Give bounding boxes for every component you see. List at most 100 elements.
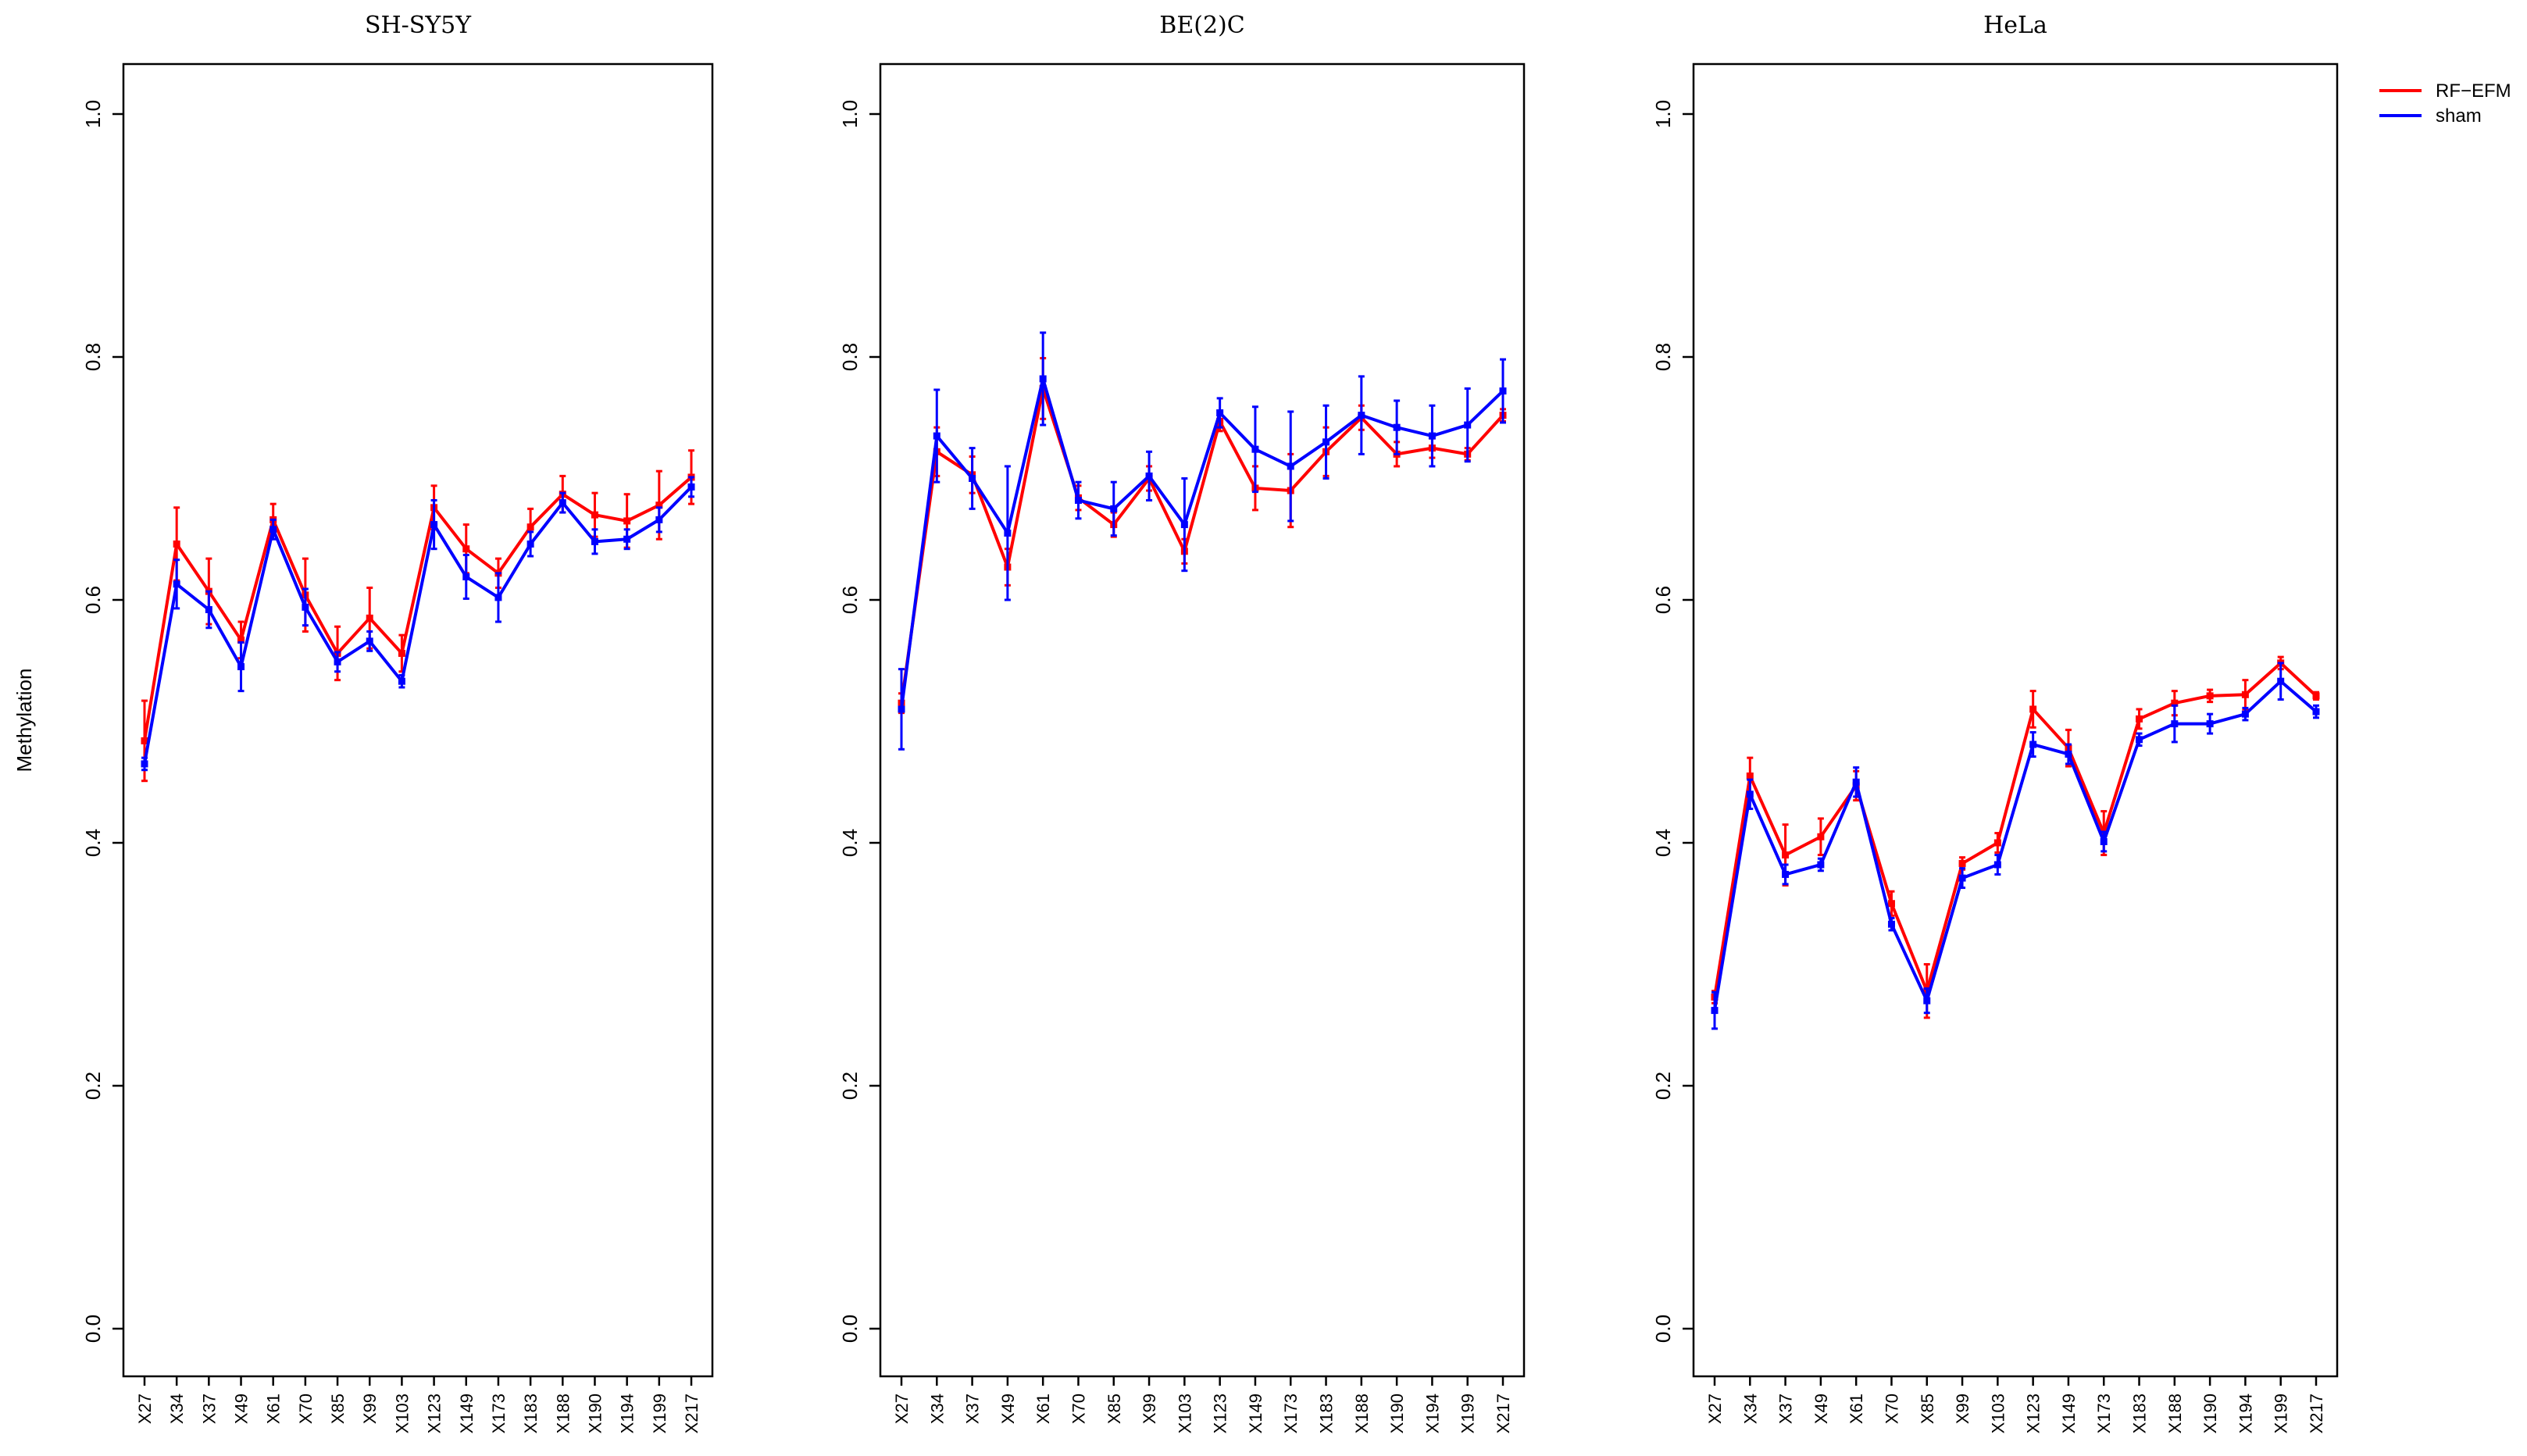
legend-label: RF−EFM: [2436, 80, 2511, 102]
series-line: [900, 387, 1504, 704]
series-0: [1711, 655, 2320, 1019]
y-tick-label: 0.4: [1651, 829, 1675, 857]
series-0: [898, 357, 1507, 715]
x-tick-label: X149: [1246, 1394, 1265, 1433]
x-tick-label: X61: [1033, 1394, 1053, 1424]
x-tick-label: X217: [1494, 1394, 1513, 1433]
data-point: [1464, 421, 1472, 429]
data-point: [2065, 750, 2072, 758]
x-tick-label: X49: [998, 1394, 1018, 1424]
x-tick-label: X173: [1281, 1394, 1301, 1433]
data-point: [2100, 837, 2108, 845]
data-point: [1287, 462, 1294, 470]
chart-panel-3: HeLa 0.0 0.2 0.4 0.6 0.8 1.0 X27 X34 X37 X49 X61 X70…: [1651, 12, 2339, 1433]
plot-frame: [879, 62, 1526, 1378]
data-point: [1216, 409, 1224, 417]
x-tick-label: X85: [328, 1394, 348, 1424]
data-point: [237, 636, 245, 644]
series-0: [141, 449, 695, 783]
x-tick-label: X61: [1847, 1394, 1866, 1424]
x-tick-label: X27: [892, 1394, 912, 1424]
x-tick-label: X37: [1776, 1394, 1796, 1424]
panel-title: SH-SY5Y: [365, 12, 472, 39]
chart-panel-1: SH-SY5Y 0.0 0.2 0.4 0.6 0.8 1.0 X27 X34 X37 X49 X61…: [12, 12, 714, 1433]
data-point: [237, 663, 245, 671]
y-tick-label: 0.0: [838, 1315, 862, 1343]
data-point: [1923, 997, 1931, 1005]
x-tick-label: X34: [1740, 1394, 1760, 1424]
series-1: [1711, 662, 2320, 1030]
legend: RF−EFM sham: [2379, 80, 2511, 127]
y-tick-label: 0.0: [1651, 1315, 1675, 1343]
data-point: [1110, 505, 1118, 512]
x-tick-label: X123: [1211, 1394, 1230, 1433]
data-point: [366, 614, 373, 622]
data-point: [1958, 874, 1966, 882]
x-tick-label: X183: [521, 1394, 541, 1433]
data-point: [2029, 740, 2037, 748]
x-tick-label: X99: [360, 1394, 380, 1424]
x-tick-label: X49: [1811, 1394, 1831, 1424]
plot-frame: [1692, 62, 2339, 1378]
data-point: [1711, 1007, 1719, 1015]
data-point: [2171, 720, 2179, 728]
data-point: [655, 501, 663, 509]
data-point: [1746, 772, 1754, 780]
x-tick-label: X199: [650, 1394, 669, 1433]
y-tick-label: 0.2: [1651, 1072, 1675, 1100]
data-point: [2136, 736, 2143, 744]
x-tick-label: X194: [618, 1394, 637, 1433]
x-tick-label: X70: [1069, 1394, 1088, 1424]
data-point: [1428, 432, 1436, 440]
x-tick-label: X27: [1705, 1394, 1725, 1424]
data-point: [969, 475, 976, 482]
x-tick-label: X27: [135, 1394, 155, 1424]
data-point: [1039, 375, 1047, 383]
data-point: [2241, 710, 2249, 718]
x-tick-label: X173: [2094, 1394, 2114, 1433]
data-point: [205, 605, 212, 613]
data-point: [623, 535, 631, 543]
x-tick-label: X190: [1387, 1394, 1407, 1433]
x-tick-label: X188: [553, 1394, 573, 1433]
x-tick-label: X190: [2200, 1394, 2220, 1433]
x-tick-label: X37: [199, 1394, 219, 1424]
data-point: [1004, 529, 1012, 537]
data-point: [1145, 472, 1153, 480]
x-tick-label: X149: [457, 1394, 476, 1433]
chart-panel-2: BE(2)C 0.0 0.2 0.4 0.6 0.8 1.0 X27 X34 X37 X49 X61 X…: [838, 12, 1526, 1433]
data-point: [933, 432, 940, 440]
x-tick-label: X103: [392, 1394, 412, 1433]
data-point: [141, 737, 148, 744]
x-tick-label: X123: [425, 1394, 444, 1433]
x-tick-label: X190: [585, 1394, 605, 1433]
data-point: [591, 537, 598, 545]
data-point: [141, 760, 148, 768]
data-point: [1852, 778, 1860, 786]
x-tick-label: X194: [1422, 1394, 1442, 1433]
data-point: [1782, 851, 1790, 859]
y-axis-label: Methylation: [12, 669, 36, 773]
x-tick-label: X217: [2307, 1394, 2326, 1433]
x-tick-label: X183: [2130, 1394, 2150, 1433]
data-point: [2171, 699, 2179, 707]
data-point: [1887, 900, 1895, 908]
x-tick-label: X70: [1882, 1394, 1901, 1424]
x-tick-label: X199: [2272, 1394, 2291, 1433]
x-tick-label: X188: [2165, 1394, 2185, 1433]
data-point: [462, 573, 470, 580]
data-point: [1993, 861, 2001, 869]
x-tick-label: X85: [1918, 1394, 1937, 1424]
data-point: [2206, 692, 2214, 700]
data-point: [398, 677, 405, 685]
y-tick-label: 0.6: [838, 586, 862, 614]
legend-entry: RF−EFM: [2379, 80, 2511, 102]
x-tick-label: X37: [963, 1394, 983, 1424]
data-point: [173, 580, 180, 588]
x-tick-label: X99: [1953, 1394, 1972, 1424]
data-point: [1358, 412, 1365, 419]
x-tick-label: X34: [927, 1394, 947, 1424]
data-point: [1499, 387, 1507, 395]
data-point: [898, 705, 905, 713]
series-line: [900, 376, 1504, 710]
